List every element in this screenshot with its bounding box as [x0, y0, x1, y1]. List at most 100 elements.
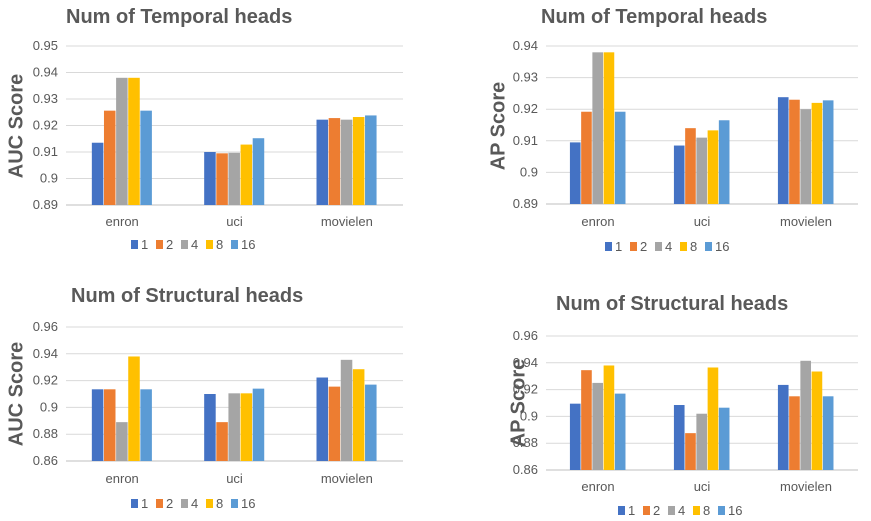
bar-enron-series-8 — [128, 356, 140, 461]
bar-movielen-series-1 — [316, 119, 329, 205]
legend-swatch-4 — [181, 499, 188, 508]
y-tick-label: 0.86 — [33, 453, 58, 468]
y-tick-label: 0.91 — [33, 144, 58, 159]
bar-uci-series-16 — [718, 120, 730, 204]
y-tick-label: 0.92 — [33, 373, 58, 388]
y-axis-label: AUC Score — [5, 342, 27, 446]
legend-swatch-4 — [655, 242, 662, 251]
legend-label-2: 2 — [166, 496, 173, 511]
legend-swatch-8 — [680, 242, 687, 251]
bar-movielen-series-8 — [352, 117, 365, 205]
legend-swatch-2 — [630, 242, 637, 251]
chart-0: Num of Temporal heads AUC Score 0.89 0.9 0.9… — [5, 6, 403, 252]
legend-label-1: 1 — [615, 239, 622, 254]
legend-swatch-1 — [605, 242, 612, 251]
bar-uci-series-16 — [718, 407, 730, 470]
bar-movielen-series-4 — [340, 119, 353, 205]
bar-enron-series-4 — [116, 77, 128, 205]
bar-movielen-series-4 — [800, 109, 812, 204]
y-axis-label: AP Score — [507, 359, 529, 448]
chart-3: Num of Structural heads AP Score 0.86 0.88 0… — [507, 293, 858, 518]
y-tick-label: 0.9 — [40, 399, 58, 414]
y-tick-label: 0.94 — [33, 346, 58, 361]
bar-enron-series-16 — [614, 393, 626, 470]
legend-label-16: 16 — [241, 237, 255, 252]
bar-movielen-series-2 — [328, 118, 341, 205]
legend-label-8: 8 — [703, 503, 710, 518]
legend-swatch-16 — [231, 240, 238, 249]
y-tick-label: 0.95 — [33, 38, 58, 53]
chart-1: Num of Temporal heads AP Score 0.89 0.9 0.91… — [487, 6, 858, 254]
x-category-label: enron — [106, 471, 139, 486]
y-tick-label: 0.96 — [513, 328, 538, 343]
bar-movielen-series-2 — [328, 386, 341, 461]
legend-swatch-16 — [705, 242, 712, 251]
x-category-label: movielen — [780, 479, 832, 494]
legend-label-1: 1 — [141, 237, 148, 252]
x-category-label: enron — [581, 214, 614, 229]
bar-movielen-series-4 — [800, 360, 812, 470]
chart-title: Num of Temporal heads — [66, 6, 292, 28]
bar-enron-series-16 — [140, 389, 152, 461]
legend-label-16: 16 — [728, 503, 742, 518]
bar-uci-series-16 — [252, 138, 265, 205]
bar-uci-series-8 — [707, 130, 719, 204]
bar-uci-series-16 — [252, 388, 265, 461]
bar-movielen-series-16 — [822, 396, 834, 470]
x-category-label: uci — [226, 471, 243, 486]
legend-label-4: 4 — [191, 237, 198, 252]
legend-label-1: 1 — [628, 503, 635, 518]
y-tick-label: 0.94 — [513, 38, 538, 53]
y-tick-label: 0.86 — [513, 462, 538, 477]
legend-swatch-16 — [231, 499, 238, 508]
bar-enron-series-4 — [592, 52, 604, 204]
x-category-label: uci — [694, 479, 711, 494]
legend-label-8: 8 — [216, 496, 223, 511]
bar-movielen-series-16 — [365, 384, 377, 461]
bar-uci-series-4 — [228, 393, 240, 461]
y-tick-label: 0.9 — [520, 408, 538, 423]
legend-swatch-2 — [156, 240, 163, 249]
bar-uci-series-1 — [673, 405, 685, 470]
chart-title: Num of Temporal heads — [541, 6, 767, 28]
x-category-label: movielen — [780, 214, 832, 229]
bar-uci-series-2 — [685, 128, 696, 204]
bar-enron-series-1 — [91, 142, 104, 205]
bar-enron-series-8 — [603, 52, 615, 204]
bar-movielen-series-2 — [789, 396, 800, 470]
legend-swatch-2 — [156, 499, 163, 508]
bar-enron-series-8 — [128, 77, 140, 205]
y-tick-label: 0.89 — [33, 197, 58, 212]
bar-movielen-series-1 — [316, 377, 329, 461]
bar-uci-series-4 — [228, 152, 240, 205]
y-tick-label: 0.93 — [513, 70, 538, 85]
legend-label-4: 4 — [665, 239, 672, 254]
x-category-label: uci — [694, 214, 711, 229]
bar-enron-series-4 — [116, 422, 128, 461]
y-tick-label: 0.94 — [513, 355, 538, 370]
y-tick-label: 0.9 — [40, 171, 58, 186]
x-category-label: uci — [226, 214, 243, 229]
bar-enron-series-2 — [581, 370, 592, 470]
bar-enron-series-2 — [581, 111, 592, 204]
legend-label-8: 8 — [690, 239, 697, 254]
chart-title: Num of Structural heads — [556, 293, 788, 315]
bar-enron-series-2 — [103, 110, 116, 205]
bar-uci-series-2 — [216, 153, 228, 205]
legend-swatch-1 — [131, 499, 138, 508]
bar-uci-series-4 — [696, 413, 708, 470]
bar-enron-series-16 — [614, 111, 626, 204]
legend-swatch-16 — [718, 506, 725, 515]
y-axis-label: AUC Score — [5, 74, 27, 178]
x-category-label: enron — [106, 214, 139, 229]
y-tick-label: 0.88 — [513, 435, 538, 450]
x-category-label: movielen — [321, 471, 373, 486]
bar-enron-series-2 — [103, 389, 116, 461]
legend-swatch-8 — [206, 240, 213, 249]
y-tick-label: 0.96 — [33, 319, 58, 334]
bar-movielen-series-16 — [822, 100, 834, 204]
bar-uci-series-1 — [204, 152, 216, 205]
bar-uci-series-2 — [685, 433, 696, 470]
bar-enron-series-1 — [569, 142, 581, 204]
